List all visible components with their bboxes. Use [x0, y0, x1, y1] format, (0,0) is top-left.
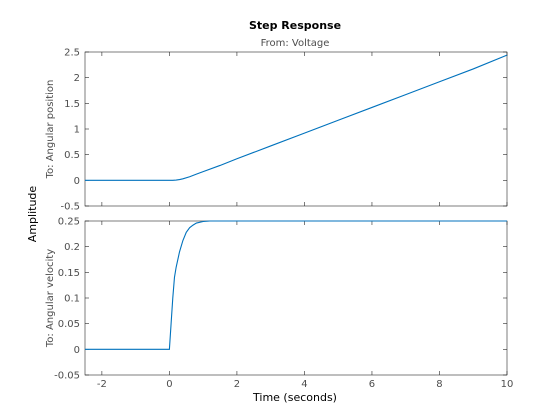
- y-tick-label: 0: [74, 345, 80, 356]
- y-tick-label: 0.05: [58, 319, 80, 330]
- x-tick-label: 4: [301, 379, 307, 390]
- x-axis-label: Time (seconds): [252, 391, 337, 404]
- x-tick-label: 2: [234, 379, 240, 390]
- y-tick-label: -0.05: [54, 371, 80, 382]
- plot-box: [84, 220, 508, 376]
- series-line: [85, 54, 508, 181]
- y-tick-label: 1: [74, 125, 80, 136]
- panels-group: -0.5 0 0.5 1 1.5 2 2.5 To: Angular position -0.0…: [45, 48, 513, 391]
- y-tick-label: 0.2: [64, 242, 80, 253]
- panel-1: -0.5 0 0.5 1 1.5 2 2.5 To: Angular position: [45, 48, 508, 213]
- y-tick-label: 0.1: [64, 294, 80, 305]
- y-tick-label: 0.5: [64, 150, 80, 161]
- x-tick-label: 8: [436, 379, 442, 390]
- series-line: [85, 220, 507, 350]
- y-tick-label: -0.5: [60, 202, 80, 213]
- y-tick-label: 2: [74, 73, 80, 84]
- chart-title: Step Response: [249, 19, 341, 32]
- x-tick-label: 6: [369, 379, 375, 390]
- y-tick-label: 2.5: [64, 48, 80, 59]
- y-tick-label: 0.25: [58, 217, 80, 228]
- y-axis-label: Amplitude: [26, 186, 39, 243]
- panel-2: -0.05 0 0.05 0.1 0.15 0.2 0.25 -2 0 2 4 6 8 10 To: Ang…: [45, 217, 513, 391]
- y-tick-label: 1.5: [64, 99, 80, 110]
- chart-subtitle: From: Voltage: [261, 38, 330, 49]
- plot-box: [84, 51, 508, 207]
- x-tick-label: 10: [501, 379, 514, 390]
- output-label: To: Angular position: [45, 80, 56, 180]
- y-tick-label: 0.15: [58, 268, 80, 279]
- x-tick-label: -2: [97, 379, 107, 390]
- output-label: To: Angular velocity: [45, 249, 56, 348]
- y-tick-label: 0: [74, 176, 80, 187]
- x-tick-label: 0: [166, 379, 172, 390]
